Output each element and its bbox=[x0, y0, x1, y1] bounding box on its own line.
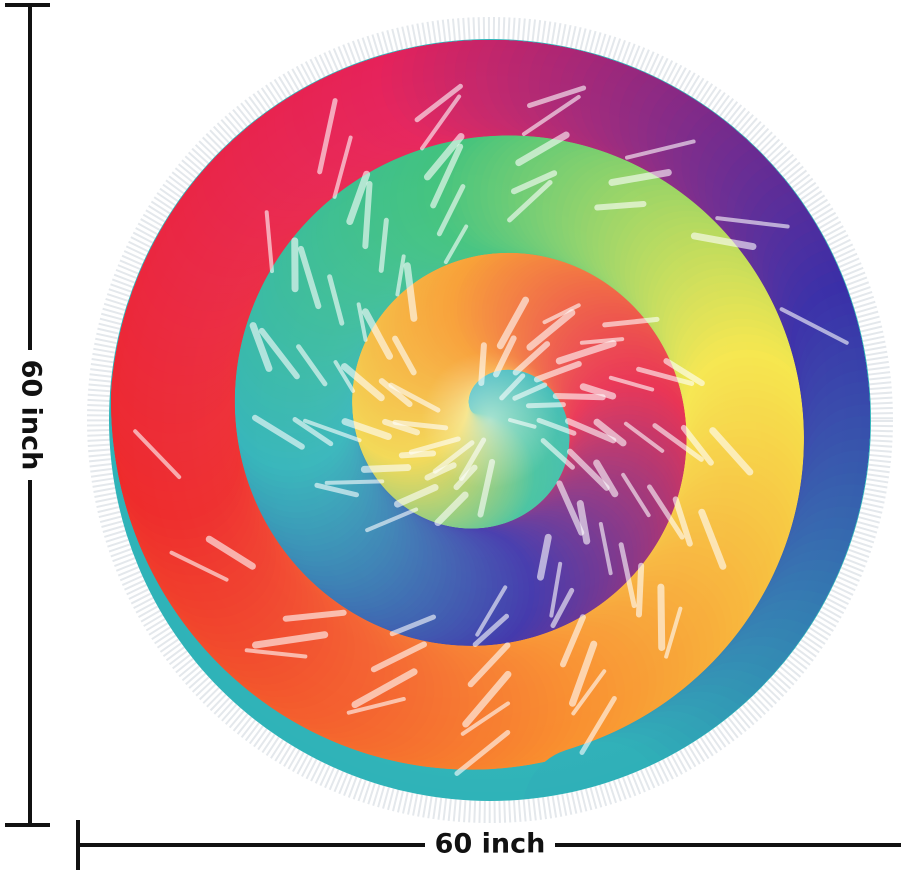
height-dimension: 60 inch bbox=[5, 3, 50, 827]
fringe bbox=[87, 17, 893, 823]
label-background bbox=[425, 828, 555, 862]
height-label: 60 inch bbox=[16, 360, 47, 471]
label-background bbox=[14, 350, 46, 480]
towel-highlight bbox=[110, 40, 870, 800]
width-label: 60 inch bbox=[435, 829, 546, 860]
width-dimension: 60 inch bbox=[76, 820, 901, 870]
